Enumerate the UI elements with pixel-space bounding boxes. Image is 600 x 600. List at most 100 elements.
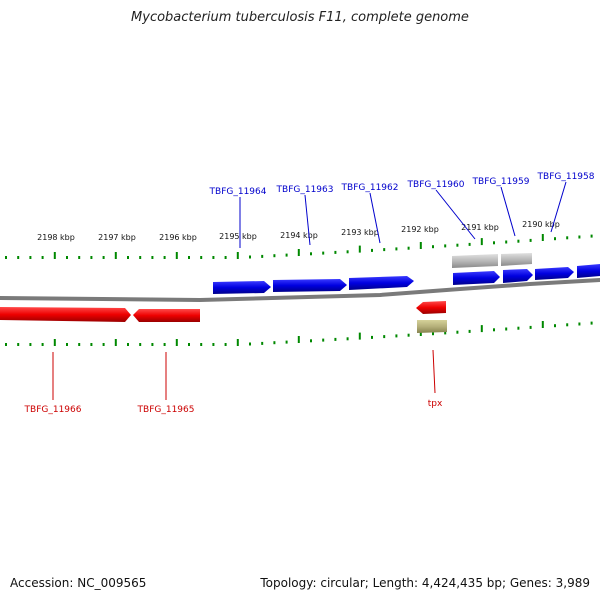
gene-label-reverse[interactable]: TBFG_11966	[24, 405, 82, 415]
tick-label: 2192 kbp	[401, 225, 439, 234]
minor-tick	[456, 330, 459, 334]
minor-tick	[346, 250, 349, 254]
minor-tick	[78, 256, 81, 259]
gene-feature-grey[interactable]	[452, 253, 532, 268]
gene-label-forward[interactable]: TBFG_11960	[407, 180, 465, 190]
minor-tick	[102, 343, 105, 346]
minor-tick	[432, 332, 434, 336]
minor-tick	[17, 256, 20, 259]
gene-feature-olive[interactable]	[417, 320, 447, 333]
minor-tick	[200, 343, 203, 346]
minor-tick	[395, 247, 398, 251]
gene-feature-forward[interactable]	[273, 279, 347, 292]
minor-tick	[224, 343, 227, 346]
forward-label-leaders	[239, 181, 567, 248]
gene-feature-forward[interactable]	[213, 281, 271, 294]
minor-tick	[200, 256, 203, 259]
minor-tick	[188, 343, 190, 346]
minor-tick	[505, 240, 508, 244]
minor-tick	[285, 253, 288, 257]
minor-tick	[505, 327, 508, 331]
minor-tick	[17, 343, 20, 346]
tick-label: 2190 kbp	[522, 220, 560, 229]
minor-tick	[493, 241, 495, 245]
minor-tick	[554, 237, 556, 241]
tick-label: 2195 kbp	[219, 232, 257, 241]
minor-tick	[224, 256, 227, 259]
minor-tick	[90, 256, 93, 259]
minor-tick	[273, 341, 276, 345]
minor-tick	[529, 238, 532, 242]
gene-feature-reverse[interactable]	[416, 301, 446, 314]
minor-tick	[212, 343, 215, 346]
minor-tick	[432, 245, 434, 249]
major-tick	[236, 339, 239, 346]
minor-tick	[66, 256, 68, 259]
tick-label: 2197 kbp	[98, 233, 136, 242]
outer-tick-row	[5, 234, 593, 259]
minor-tick	[66, 343, 68, 346]
minor-tick	[444, 244, 447, 248]
minor-tick	[261, 341, 264, 345]
gene-label-forward[interactable]: TBFG_11962	[341, 183, 399, 193]
gene-feature-reverse[interactable]	[0, 307, 131, 322]
inner-tick-row	[5, 321, 593, 346]
minor-tick	[468, 329, 471, 333]
minor-tick	[395, 334, 398, 338]
major-tick	[541, 234, 544, 241]
major-tick	[175, 339, 178, 346]
minor-tick	[188, 256, 190, 259]
minor-tick	[310, 339, 312, 343]
gene-feature-forward[interactable]	[349, 276, 414, 290]
major-tick	[53, 252, 56, 259]
major-tick	[297, 336, 300, 343]
minor-tick	[407, 333, 410, 337]
minor-tick	[468, 242, 471, 246]
major-tick	[419, 242, 422, 249]
minor-tick	[456, 243, 459, 247]
minor-tick	[163, 343, 166, 346]
minor-tick	[212, 256, 215, 259]
minor-tick	[249, 255, 251, 259]
minor-tick	[334, 337, 337, 341]
gene-feature-forward[interactable]	[577, 264, 600, 278]
minor-tick	[151, 256, 154, 259]
minor-tick	[127, 256, 129, 259]
gene-label-forward[interactable]: TBFG_11964	[209, 187, 267, 197]
gene-feature-forward[interactable]	[503, 269, 533, 283]
gene-label-forward[interactable]: TBFG_11958	[537, 172, 595, 182]
minor-tick	[41, 343, 44, 346]
gene-feature-forward[interactable]	[453, 271, 500, 285]
minor-tick	[444, 331, 447, 335]
minor-tick	[407, 246, 410, 250]
minor-tick	[590, 234, 593, 238]
major-tick	[114, 339, 117, 346]
minor-tick	[383, 248, 386, 252]
major-tick	[175, 252, 178, 259]
tick-label: 2198 kbp	[37, 233, 75, 242]
minor-tick	[249, 342, 251, 346]
minor-tick	[371, 248, 373, 252]
major-tick	[358, 245, 361, 253]
gene-label-forward[interactable]: TBFG_11963	[276, 185, 334, 195]
gene-feature-forward[interactable]	[535, 267, 574, 280]
minor-tick	[517, 239, 520, 243]
minor-tick	[29, 256, 32, 259]
map-title: Mycobacterium tuberculosis F11, complete…	[131, 10, 469, 25]
tick-label: 2191 kbp	[461, 223, 499, 232]
minor-tick	[566, 236, 569, 240]
minor-tick	[517, 326, 520, 330]
major-tick	[358, 332, 361, 340]
gene-label-reverse[interactable]: tpx	[428, 399, 443, 409]
major-tick	[480, 325, 483, 333]
minor-tick	[566, 323, 569, 327]
minor-tick	[139, 343, 142, 346]
gene-label-reverse[interactable]: TBFG_11965	[137, 405, 195, 415]
minor-tick	[285, 340, 288, 344]
major-tick	[53, 339, 56, 346]
gene-label-forward[interactable]: TBFG_11959	[472, 177, 530, 187]
minor-tick	[493, 328, 495, 332]
minor-tick	[5, 256, 7, 259]
gene-feature-reverse[interactable]	[133, 309, 200, 322]
